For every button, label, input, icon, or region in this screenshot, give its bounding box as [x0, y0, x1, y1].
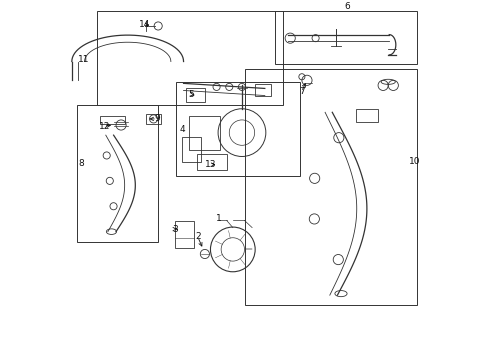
Bar	[188, 116, 220, 150]
Bar	[186, 89, 205, 102]
Text: 9: 9	[154, 114, 160, 123]
Text: 12: 12	[99, 122, 110, 131]
Bar	[176, 82, 300, 176]
Bar	[254, 84, 270, 95]
Bar	[100, 116, 125, 124]
Text: 1: 1	[215, 214, 221, 223]
Bar	[197, 154, 226, 170]
Text: 8: 8	[78, 159, 84, 168]
Text: 13: 13	[205, 160, 217, 169]
Text: 10: 10	[407, 157, 419, 166]
Text: 14: 14	[139, 21, 150, 30]
Bar	[355, 109, 377, 122]
Text: 4: 4	[180, 125, 185, 134]
Text: 3: 3	[171, 225, 177, 234]
Text: 11: 11	[78, 55, 90, 64]
Bar	[175, 221, 193, 248]
Bar	[97, 11, 282, 105]
Text: 2: 2	[195, 232, 201, 241]
Bar	[182, 137, 201, 162]
Bar	[244, 69, 416, 305]
Bar	[274, 11, 416, 64]
Text: 5: 5	[188, 90, 194, 99]
Bar	[77, 105, 158, 242]
Bar	[146, 114, 161, 124]
Text: 6: 6	[344, 2, 349, 11]
Text: 7: 7	[298, 87, 304, 96]
